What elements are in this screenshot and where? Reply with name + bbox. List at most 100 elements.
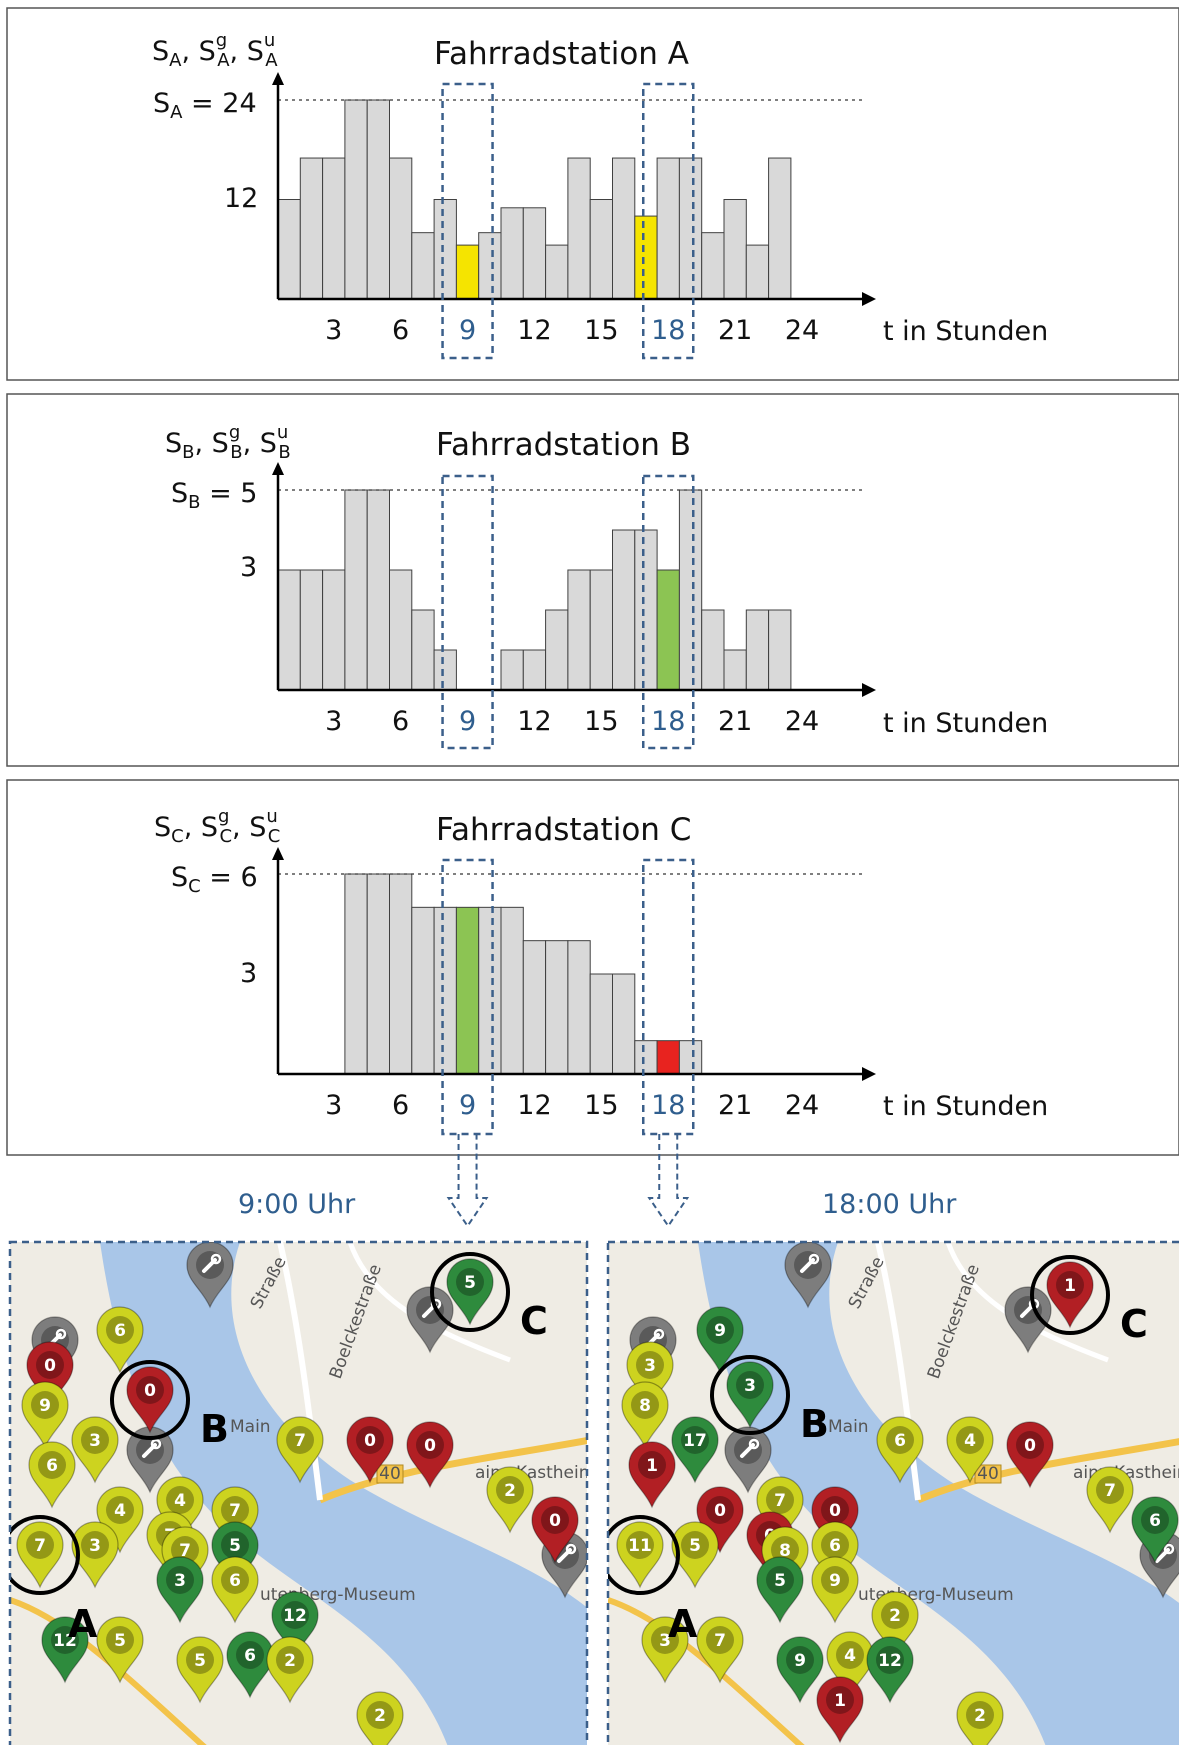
connector-arrow-9: [446, 1134, 489, 1228]
pin-count: 3: [744, 1376, 756, 1396]
bike-station-pin: 7: [1086, 1466, 1134, 1534]
bar-hour-15: [589, 199, 614, 300]
bar-hour-7: [411, 232, 435, 300]
bar-hour-23: [768, 157, 792, 300]
bar-hour-5: [366, 99, 391, 300]
x-axis-arrow: [862, 1067, 876, 1081]
bike-station-pin: 5: [756, 1556, 804, 1624]
highlight-box-hour-9: [441, 474, 494, 750]
map-time-label-evening: 18:00 Uhr: [822, 1189, 957, 1220]
bar-hour-12: [522, 649, 547, 691]
highlight-box-hour-9: [441, 858, 494, 1136]
bike-station-pin: 12: [41, 1616, 89, 1684]
highlight-box-hour-18: [642, 858, 695, 1136]
pin-count: 2: [504, 1481, 516, 1501]
bike-station-pin: 9: [776, 1636, 824, 1704]
bar-hour-22: [745, 244, 770, 300]
x-tick-label: 15: [584, 1090, 618, 1121]
road: [10, 1597, 207, 1745]
y-tick-mid: 3: [240, 552, 257, 583]
x-tick-label: 3: [325, 706, 342, 737]
bar-hour-17: [634, 1040, 658, 1075]
pin-count: 0: [44, 1356, 56, 1376]
capacity-value: 5: [240, 478, 257, 509]
x-tick-label: 6: [392, 706, 409, 737]
station-label-c: C: [520, 1299, 548, 1343]
bar-hour-20: [701, 232, 725, 300]
bike-station-pin: 6: [811, 1521, 859, 1589]
maintenance-marker: [784, 1242, 832, 1309]
bar-hour-20: [701, 609, 725, 691]
y-axis-arrow: [272, 462, 284, 475]
bar-hour-16: [612, 973, 636, 1075]
bike-station-pin: 0: [531, 1496, 579, 1564]
pin-count: 0: [829, 1501, 841, 1521]
bar-hour-12: [522, 940, 547, 1075]
bar-hour-14: [567, 569, 591, 691]
pin-count: 17: [683, 1431, 707, 1451]
bar-hour-17: [634, 215, 658, 300]
bike-station-pin: 0: [1006, 1421, 1054, 1489]
chart-panel-station-a: SA, Sg A, Su A Fahrradstation A SA = 24 12…: [6, 7, 1179, 381]
pin-count: 12: [878, 1651, 902, 1671]
capacity-label: SC = 6: [171, 862, 258, 897]
bike-station-pin: 3: [156, 1556, 204, 1624]
bar-hour-11: [500, 649, 524, 691]
capacity-label: SB = 5: [171, 478, 257, 513]
x-tick-label: 24: [785, 315, 819, 346]
bar-hour-3: [322, 569, 346, 691]
bike-station-pin: 7: [211, 1486, 259, 1554]
station-highlight-circle: [430, 1252, 510, 1332]
bar-hour-13: [545, 940, 569, 1075]
bar-hour-11: [500, 207, 524, 300]
bar-hour-14: [567, 157, 591, 300]
pin-count: 3: [89, 1431, 101, 1451]
pin-count: 1: [1064, 1276, 1076, 1296]
x-tick-label: 24: [785, 1090, 819, 1121]
y-axis-label: SA, Sg A, Su A: [152, 30, 278, 71]
bike-station-pin: 2: [486, 1466, 534, 1534]
bar-hour-15: [589, 973, 614, 1075]
x-tick-label: 21: [718, 315, 752, 346]
highlight-box-hour-9: [441, 82, 494, 360]
pin-count: 7: [714, 1631, 726, 1651]
bike-station-pin: 4: [826, 1631, 874, 1699]
bike-station-pin: 6: [28, 1441, 76, 1509]
capacity-value: 6: [241, 862, 258, 893]
y-tick-mid: 3: [240, 958, 257, 989]
bar-hour-7: [411, 906, 435, 1075]
bar-hour-3: [322, 157, 346, 300]
x-axis-label: t in Stunden: [883, 316, 1048, 347]
station-highlight-circle: [1030, 1255, 1110, 1335]
pin-count: 5: [194, 1651, 206, 1671]
maintenance-marker: [126, 1426, 174, 1494]
bar-hour-22: [745, 609, 770, 691]
bike-station-pin: 5: [211, 1521, 259, 1589]
bike-station-pin: 9: [811, 1556, 859, 1624]
pin-count: 9: [714, 1321, 726, 1341]
chart-title: Fahrradstation A: [434, 36, 689, 72]
station-highlight-circle: [608, 1515, 680, 1595]
pin-count: 0: [144, 1381, 156, 1401]
pin-count: 6: [894, 1431, 906, 1451]
bar-hour-16: [612, 157, 636, 300]
chart-panel-station-b: SB, Sg B, Su B Fahrradstation B SB = 5 3 3…: [6, 393, 1179, 767]
x-tick-label: 24: [785, 706, 819, 737]
bike-station-pin: 0: [811, 1486, 859, 1554]
pin-count: 6: [829, 1536, 841, 1556]
bike-station-pin: 12: [866, 1636, 914, 1704]
time-connectors: [446, 1134, 690, 1228]
bar-hour-8: [433, 906, 457, 1075]
capacity-value: 24: [222, 88, 256, 119]
bike-station-pin: 0: [26, 1341, 74, 1409]
bar-hour-1: [277, 199, 301, 300]
bar-hour-10: [478, 232, 502, 300]
chart-panel-station-c: SC, Sg C, Su C Fahrradstation C SC = 6 3 3…: [6, 779, 1179, 1156]
bike-station-pin: 5: [671, 1521, 719, 1589]
x-axis-label: t in Stunden: [883, 708, 1048, 739]
map-evening: StraßeBoelckestraßeMainainz-Kastheimuten…: [608, 1242, 1179, 1745]
bar-hour-1: [277, 569, 301, 691]
bike-station-pin: 5: [176, 1636, 224, 1704]
bar-hour-2: [299, 157, 324, 300]
